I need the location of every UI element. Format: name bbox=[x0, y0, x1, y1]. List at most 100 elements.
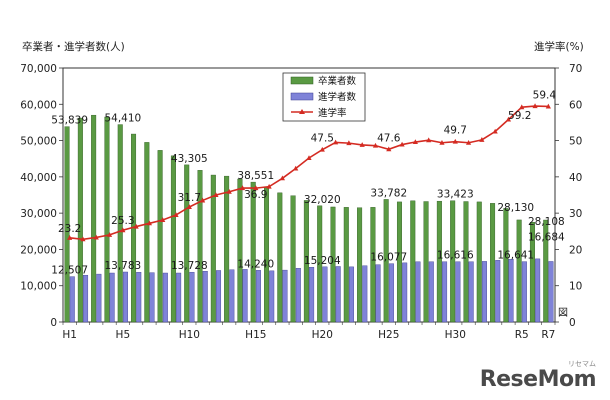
x-tick-label-H1: H1 bbox=[62, 329, 77, 341]
label-enrolled-H25: 16,077 bbox=[370, 252, 407, 264]
bar-enrolled-H26 bbox=[402, 262, 408, 323]
bar-graduates-H3 bbox=[91, 114, 97, 323]
y-axis-right-ticks: 0 10 20 30 40 50 60 70 bbox=[555, 63, 582, 329]
rate-point-R6 bbox=[532, 103, 538, 109]
rate-point-R7 bbox=[545, 103, 551, 109]
bar-enrolled-R5 bbox=[521, 261, 527, 323]
bar-graduates-H10 bbox=[184, 164, 190, 323]
x-axis-ticks: H1 H5 H10 H15 H20 H25 H30 R5 R7 bbox=[62, 322, 555, 341]
label-rate-R7: 59.4 bbox=[533, 89, 557, 101]
plot-frame bbox=[62, 67, 556, 323]
label-enrolled-H5: 13,783 bbox=[104, 260, 141, 272]
bar-enrolled-H20 bbox=[322, 266, 328, 323]
bar-graduates-H21 bbox=[330, 206, 336, 323]
rate-point-H25 bbox=[386, 146, 392, 152]
y-left-tick-label-5: 50,000 bbox=[20, 136, 57, 148]
bar-graduates-R5 bbox=[516, 219, 522, 323]
bar-graduates-H4 bbox=[104, 116, 110, 323]
legend-swatch-enrolled bbox=[290, 92, 314, 101]
rate-point-H7 bbox=[146, 220, 153, 226]
x-tick-label-H25: H25 bbox=[378, 329, 399, 341]
label-enrolled-R7: 16,684 bbox=[528, 231, 565, 243]
bar-graduates-H9 bbox=[170, 155, 176, 323]
rate-point-H15 bbox=[253, 185, 259, 191]
bar-graduates-R2 bbox=[476, 201, 482, 323]
label-rate-R5: 59.2 bbox=[508, 110, 531, 122]
label-enrolled-R5: 16,641 bbox=[497, 250, 534, 262]
label-graduates-H10: 43,305 bbox=[171, 153, 208, 165]
rate-point-H12 bbox=[213, 192, 219, 197]
data-labels: 53,839 54,410 43,305 38,551 32,020 33,782 33,4… bbox=[51, 89, 565, 276]
label-graduates-H30: 33,423 bbox=[437, 189, 474, 201]
bar-enrolled-H25 bbox=[388, 263, 394, 323]
rate-point-H26 bbox=[399, 141, 405, 147]
bar-enrolled-H17 bbox=[282, 269, 288, 323]
label-enrolled-H20: 15,204 bbox=[304, 255, 341, 267]
y-right-tick-label-1: 10 bbox=[569, 281, 582, 293]
label-rate-H1: 23.2 bbox=[58, 223, 81, 235]
bar-graduates-H8 bbox=[157, 150, 163, 323]
label-rate-H20: 47.5 bbox=[311, 133, 334, 145]
bar-graduates-H14 bbox=[237, 178, 243, 323]
rate-point-H8 bbox=[160, 217, 166, 223]
bar-enrolled-H13 bbox=[229, 269, 235, 323]
bar-enrolled-R4 bbox=[508, 259, 514, 323]
y-right-tick-label-2: 20 bbox=[569, 244, 582, 256]
watermark-sub: リセマム bbox=[568, 360, 596, 368]
label-graduates-H20: 32,020 bbox=[304, 194, 341, 206]
label-rate-H25: 47.6 bbox=[377, 132, 401, 144]
figure-tag: 図 bbox=[558, 307, 568, 319]
bar-graduates-H18 bbox=[290, 195, 296, 323]
bar-graduates-H15 bbox=[250, 181, 256, 323]
label-enrolled-H30: 16,616 bbox=[437, 250, 474, 262]
rate-point-H5 bbox=[120, 227, 126, 233]
label-rate-H10: 31.7 bbox=[178, 192, 201, 204]
label-rate-H30: 49.7 bbox=[444, 125, 467, 137]
rate-point-H24 bbox=[372, 142, 379, 148]
y-left-tick-label-7: 70,000 bbox=[20, 63, 57, 75]
rate-point-H29 bbox=[439, 139, 445, 145]
bar-enrolled-H16 bbox=[269, 270, 275, 323]
rate-point-H23 bbox=[359, 142, 365, 147]
y-right-tick-label-5: 50 bbox=[569, 136, 582, 148]
bar-enrolled-H10 bbox=[189, 271, 195, 323]
bar-enrolled-H22 bbox=[348, 266, 354, 323]
rate-point-H11 bbox=[200, 197, 206, 203]
y-right-tick-label-0: 0 bbox=[569, 317, 576, 329]
rate-point-H27 bbox=[412, 139, 418, 145]
rate-point-H28 bbox=[426, 137, 432, 143]
bar-graduates-H5 bbox=[117, 124, 123, 323]
bar-enrolled-H28 bbox=[428, 261, 434, 323]
label-graduates-H15: 38,551 bbox=[237, 170, 274, 182]
bar-enrolled-H14 bbox=[242, 269, 248, 323]
x-tick-label-H10: H10 bbox=[179, 329, 200, 341]
label-graduates-R7: 28,108 bbox=[528, 216, 565, 228]
bar-graduates-H12 bbox=[210, 174, 216, 323]
y-left-tick-label-3: 30,000 bbox=[20, 208, 57, 220]
bar-graduates-H17 bbox=[277, 192, 283, 323]
bar-enrolled-H7 bbox=[149, 272, 155, 323]
bar-graduates-H30 bbox=[450, 200, 456, 323]
bar-graduates-H2 bbox=[77, 117, 83, 323]
bar-graduates-R3 bbox=[490, 203, 496, 323]
bar-graduates-H29 bbox=[436, 200, 442, 323]
rate-point-H21 bbox=[332, 139, 339, 145]
bar-graduates-R1 bbox=[463, 201, 469, 323]
bar-enrolled-H12 bbox=[216, 270, 222, 323]
legend-swatch-rate-marker bbox=[299, 109, 305, 114]
rate-point-H18 bbox=[293, 165, 299, 171]
legend-label-graduates: 卒業者数 bbox=[318, 75, 357, 87]
rate-point-R5 bbox=[519, 104, 525, 110]
bar-graduates-H7 bbox=[144, 142, 150, 323]
label-enrolled-H15: 14,240 bbox=[237, 258, 274, 270]
y-left-tick-label-4: 40,000 bbox=[20, 172, 57, 184]
rate-point-H1 bbox=[67, 235, 73, 240]
x-tick-label-H30: H30 bbox=[445, 329, 466, 341]
legend: 卒業者数 進学者数 進学率 bbox=[282, 72, 366, 122]
bar-enrolled-H3 bbox=[96, 273, 102, 323]
bar-enrolled-H11 bbox=[202, 271, 208, 323]
label-graduates-R5: 28,130 bbox=[497, 202, 534, 214]
y-axis-left-label: 卒業者・進学者数(人) bbox=[22, 40, 125, 53]
y-axis-left-ticks: 0 10,000 20,000 30,000 40,000 50,000 60,000 70,… bbox=[20, 63, 63, 329]
